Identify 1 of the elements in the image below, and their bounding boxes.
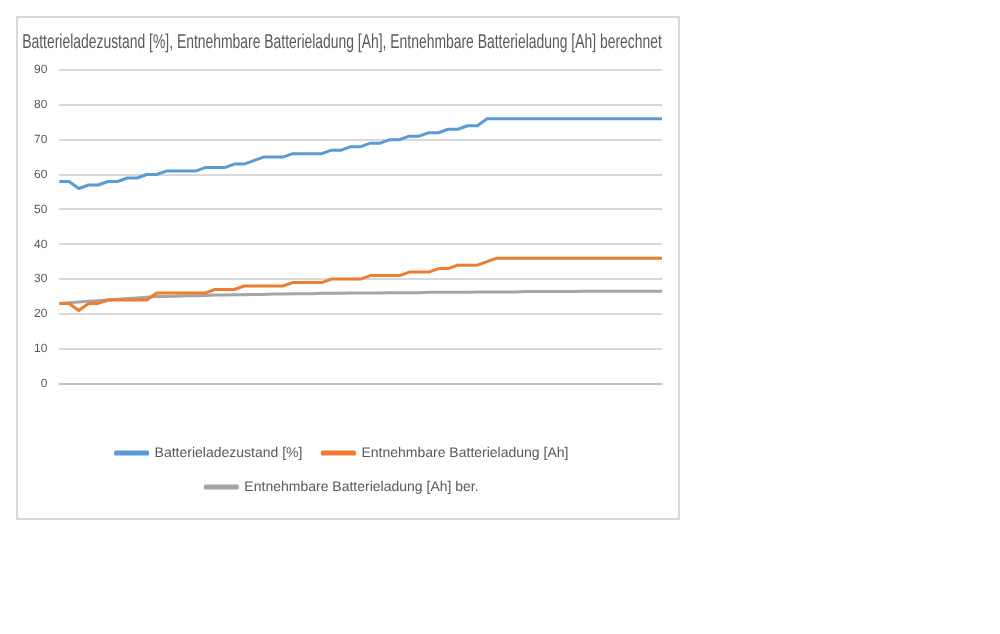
chart-title: Batterieladezustand [%], Entnehmbare Batterieladung [Ah], Entnehmbare Batterieladung [Ah] berechnet <box>22 28 663 53</box>
